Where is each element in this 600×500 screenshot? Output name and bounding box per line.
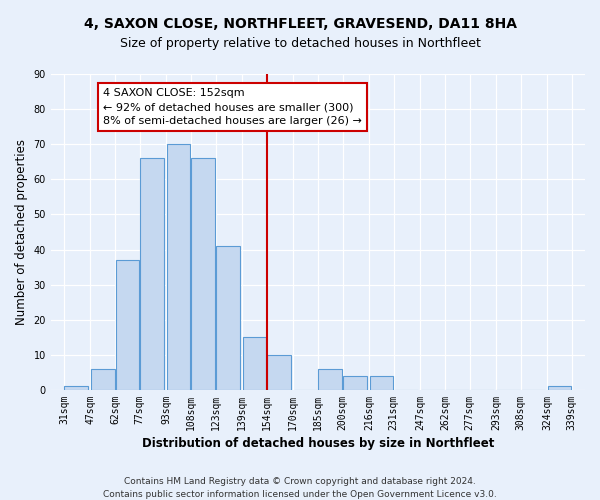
X-axis label: Distribution of detached houses by size in Northfleet: Distribution of detached houses by size … [142, 437, 494, 450]
Bar [267, 355, 291, 390]
Text: Contains HM Land Registry data © Crown copyright and database right 2024.: Contains HM Land Registry data © Crown c… [124, 478, 476, 486]
Bar [91, 369, 115, 390]
Bar [548, 386, 571, 390]
Bar [64, 386, 88, 390]
Bar [216, 246, 240, 390]
Text: Size of property relative to detached houses in Northfleet: Size of property relative to detached ho… [119, 38, 481, 51]
Bar [242, 338, 266, 390]
Y-axis label: Number of detached properties: Number of detached properties [15, 139, 28, 325]
Text: Contains public sector information licensed under the Open Government Licence v3: Contains public sector information licen… [103, 490, 497, 499]
Bar [116, 260, 139, 390]
Bar [167, 144, 190, 390]
Bar [140, 158, 164, 390]
Text: 4 SAXON CLOSE: 152sqm
← 92% of detached houses are smaller (300)
8% of semi-deta: 4 SAXON CLOSE: 152sqm ← 92% of detached … [103, 88, 362, 126]
Bar [191, 158, 215, 390]
Text: 4, SAXON CLOSE, NORTHFLEET, GRAVESEND, DA11 8HA: 4, SAXON CLOSE, NORTHFLEET, GRAVESEND, D… [83, 18, 517, 32]
Bar [343, 376, 367, 390]
Bar [319, 369, 342, 390]
Bar [370, 376, 393, 390]
